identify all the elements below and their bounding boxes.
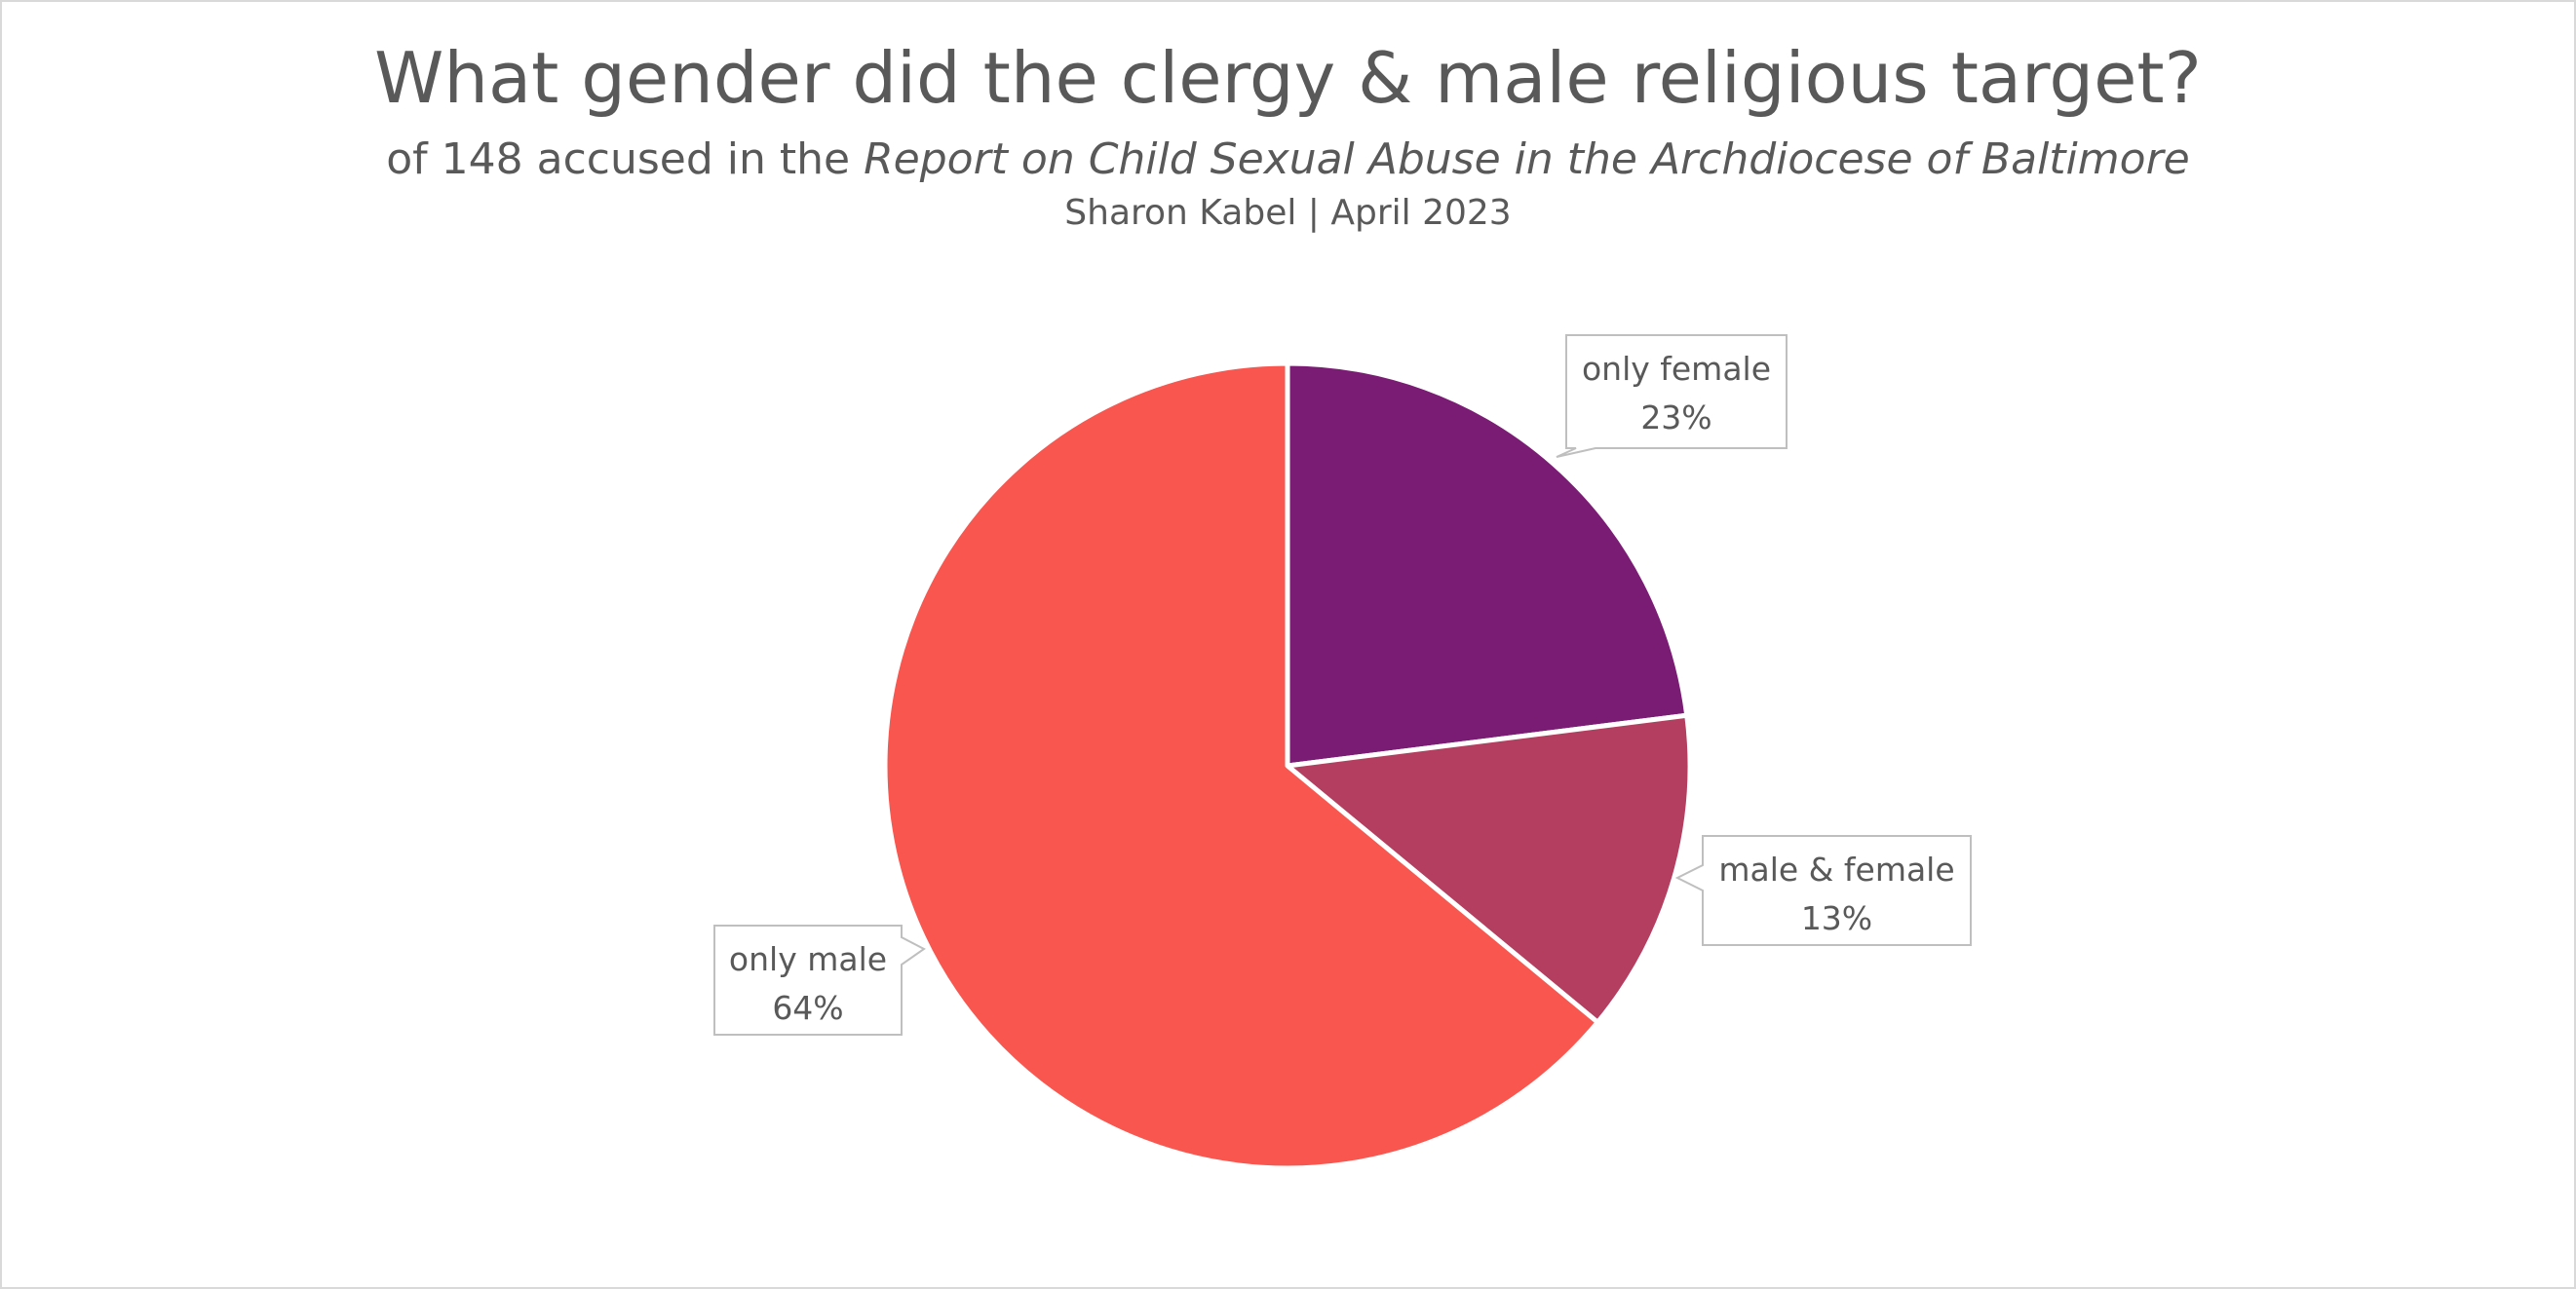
pie-slice-only-male bbox=[882, 360, 1600, 1171]
subtitle-report-name: Report on Child Sexual Abuse in the Arch… bbox=[864, 134, 2190, 184]
data-label-percent: 64% bbox=[772, 989, 843, 1027]
data-label-category: male & female bbox=[1718, 851, 1954, 889]
chart-subtitle: of 148 accused in the Report on Child Se… bbox=[0, 134, 2576, 184]
data-label-category: only female bbox=[1582, 350, 1771, 388]
pie-slice-male-and-female bbox=[1285, 712, 1693, 1025]
chart-byline: Sharon Kabel | April 2023 bbox=[1064, 193, 1512, 233]
data-labels: only female 23% male & female 13% only male 6… bbox=[713, 334, 1972, 1036]
chart-title: What gender did the clergy & male religi… bbox=[374, 37, 2202, 119]
data-label-male-and-female: male & female 13% bbox=[1674, 835, 1972, 946]
data-label-percent: 23% bbox=[1640, 398, 1711, 436]
pie-slice-only-female bbox=[1285, 360, 1690, 769]
data-label-only-male: only male 64% bbox=[713, 925, 926, 1036]
data-label-percent: 13% bbox=[1801, 899, 1872, 937]
data-label-only-female: only female 23% bbox=[1556, 334, 1788, 458]
data-label-category: only male bbox=[729, 940, 887, 978]
subtitle-prefix: of 148 accused in the bbox=[386, 134, 865, 184]
pie-slices bbox=[882, 360, 1693, 1171]
